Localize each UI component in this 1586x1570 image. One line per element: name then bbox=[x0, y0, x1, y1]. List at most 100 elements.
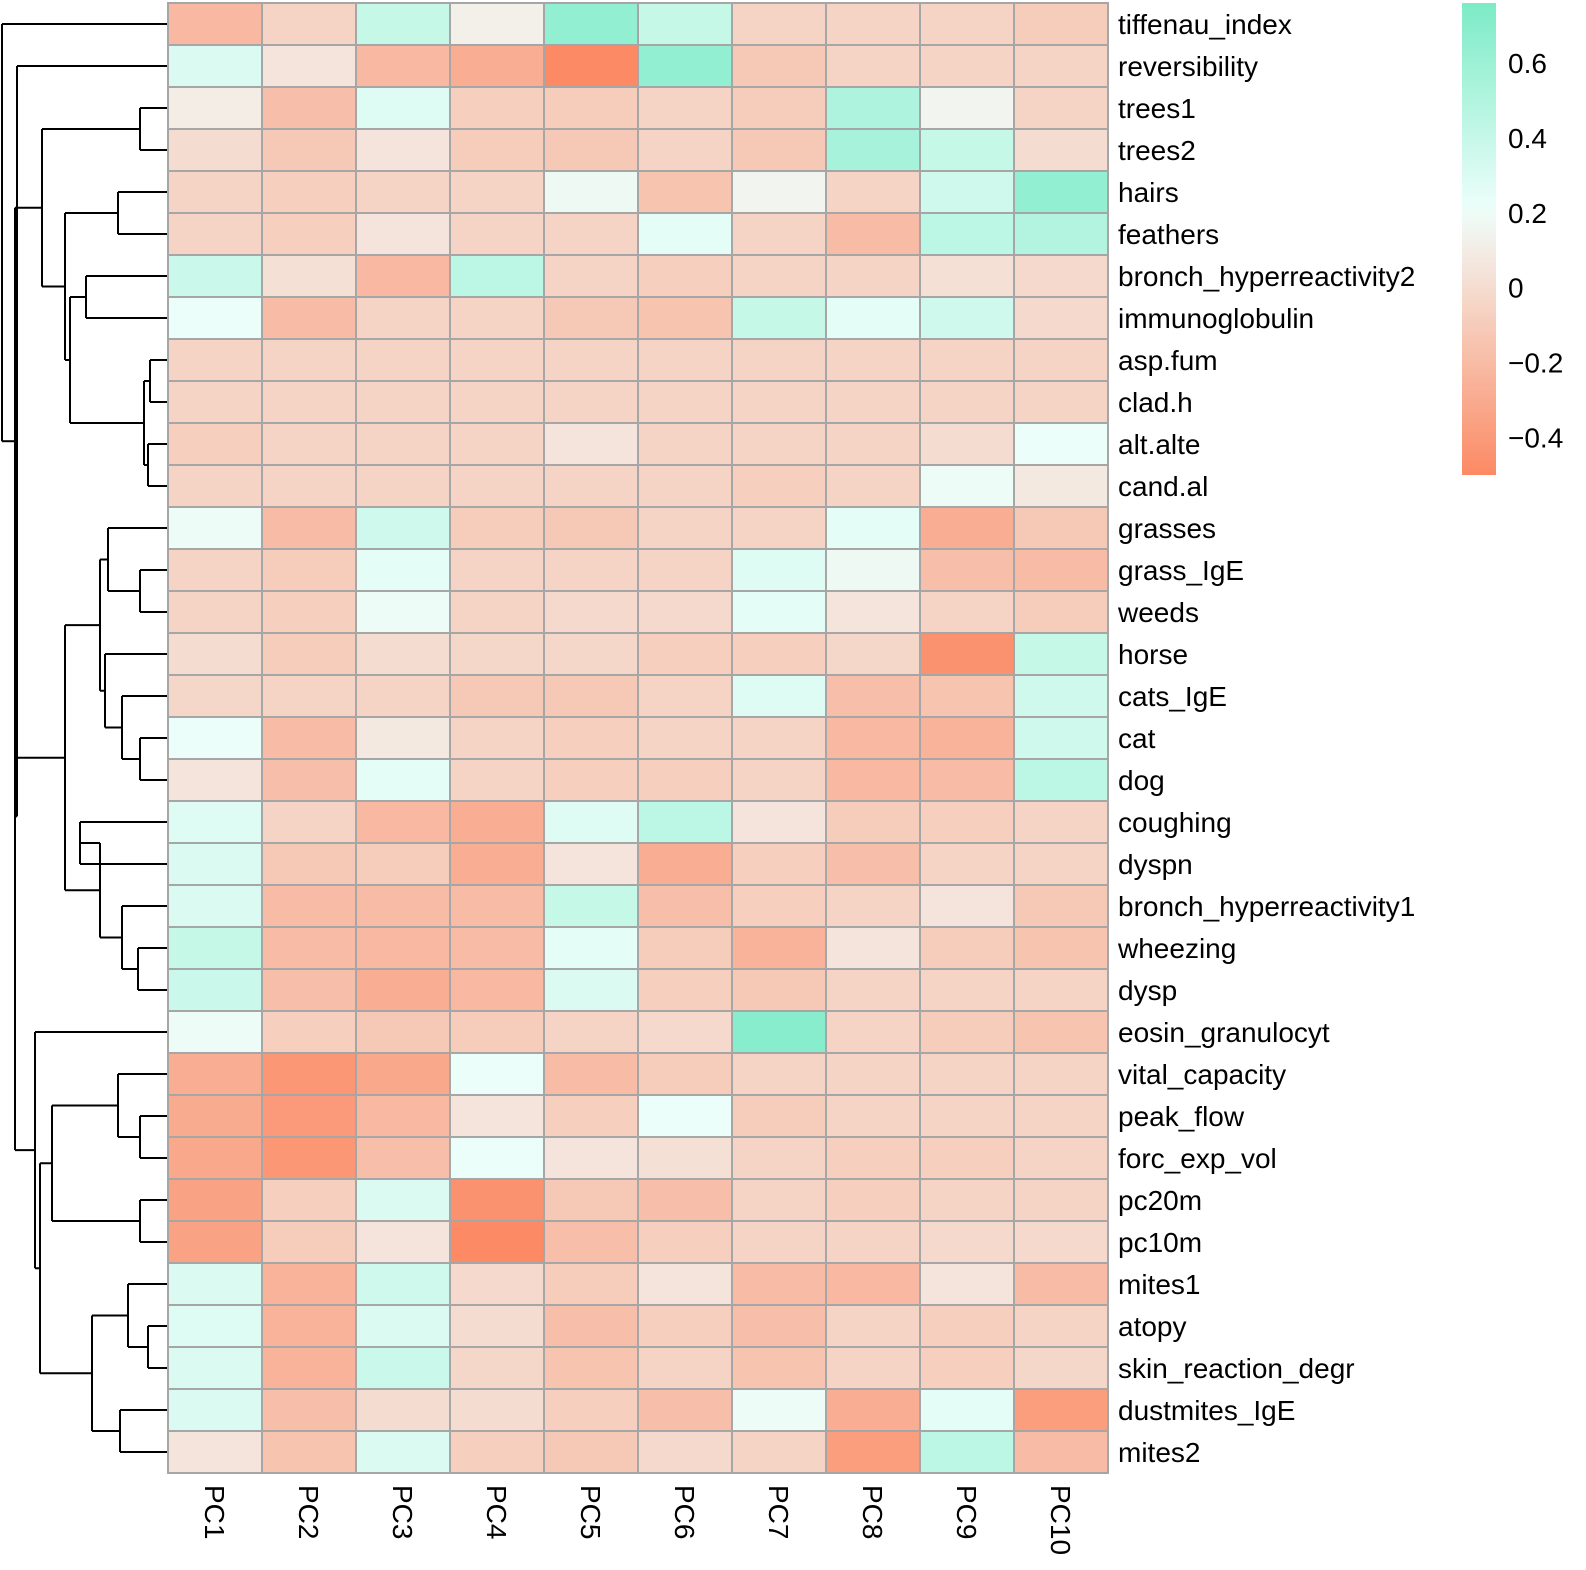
heatmap-cell bbox=[543, 128, 639, 172]
heatmap-cell bbox=[731, 716, 827, 760]
column-label: PC9 bbox=[951, 1485, 982, 1539]
row-label: mites1 bbox=[1118, 1269, 1200, 1300]
heatmap-cell bbox=[731, 464, 827, 508]
heatmap-cell bbox=[919, 926, 1015, 970]
heatmap-cell bbox=[543, 1346, 639, 1390]
heatmap-cell bbox=[355, 1262, 451, 1306]
heatmap-cell bbox=[637, 548, 733, 592]
heatmap-cell bbox=[167, 800, 263, 844]
row-label: weeds bbox=[1117, 597, 1199, 628]
row-dendrogram bbox=[1, 23, 168, 1453]
heatmap-cell bbox=[261, 1136, 357, 1180]
heatmap-cell bbox=[1013, 128, 1109, 172]
column-label: PC8 bbox=[857, 1485, 888, 1539]
heatmap-cell bbox=[167, 842, 263, 886]
heatmap-cell bbox=[919, 380, 1015, 424]
heatmap-cell bbox=[637, 506, 733, 550]
heatmap-cell bbox=[167, 86, 263, 130]
heatmap-cell bbox=[637, 1094, 733, 1138]
heatmap-cell bbox=[1013, 1388, 1109, 1432]
heatmap-cell bbox=[261, 842, 357, 886]
heatmap-cell bbox=[543, 716, 639, 760]
row-label: reversibility bbox=[1118, 51, 1258, 82]
heatmap-cell bbox=[731, 1304, 827, 1348]
heatmap-cell bbox=[355, 2, 451, 46]
heatmap-cell bbox=[1013, 1094, 1109, 1138]
heatmap-cell bbox=[167, 1388, 263, 1432]
heatmap-cell bbox=[825, 86, 921, 130]
heatmap-cell bbox=[261, 44, 357, 88]
heatmap-cell bbox=[1013, 968, 1109, 1012]
heatmap-cell bbox=[1013, 422, 1109, 466]
row-label: bronch_hyperreactivity1 bbox=[1118, 891, 1415, 922]
heatmap-cell bbox=[731, 506, 827, 550]
heatmap-cell bbox=[1013, 842, 1109, 886]
row-label: dyspn bbox=[1118, 849, 1193, 880]
heatmap-cell bbox=[449, 1010, 545, 1054]
heatmap-cell bbox=[355, 632, 451, 676]
heatmap-cell bbox=[167, 758, 263, 802]
heatmap-cell bbox=[167, 1010, 263, 1054]
heatmap-cell bbox=[637, 422, 733, 466]
heatmap-cell bbox=[261, 338, 357, 382]
heatmap-cell bbox=[637, 464, 733, 508]
heatmap-cell bbox=[637, 842, 733, 886]
heatmap-cell bbox=[449, 968, 545, 1012]
heatmap-cell bbox=[637, 212, 733, 256]
heatmap-cell bbox=[825, 1262, 921, 1306]
heatmap-cell bbox=[261, 968, 357, 1012]
heatmap-cell bbox=[543, 1136, 639, 1180]
heatmap-cell bbox=[355, 212, 451, 256]
row-label: atopy bbox=[1118, 1311, 1187, 1342]
heatmap-cell bbox=[355, 464, 451, 508]
heatmap-cell bbox=[637, 716, 733, 760]
heatmap-cell bbox=[261, 506, 357, 550]
heatmap-cell bbox=[543, 254, 639, 298]
heatmap-cell bbox=[167, 1304, 263, 1348]
row-label: feathers bbox=[1118, 219, 1219, 250]
heatmap-cell bbox=[919, 1388, 1015, 1432]
heatmap-cell bbox=[449, 44, 545, 88]
heatmap-cell bbox=[261, 1220, 357, 1264]
heatmap-cell bbox=[261, 1304, 357, 1348]
heatmap-cell bbox=[825, 1220, 921, 1264]
heatmap-cell bbox=[637, 44, 733, 88]
heatmap-cell bbox=[449, 1094, 545, 1138]
heatmap-cell bbox=[449, 212, 545, 256]
heatmap-cell bbox=[825, 1052, 921, 1096]
heatmap-cell bbox=[449, 1220, 545, 1264]
heatmap-cell bbox=[637, 2, 733, 46]
heatmap-cell bbox=[449, 1346, 545, 1390]
heatmap-cell bbox=[825, 254, 921, 298]
heatmap-cell bbox=[1013, 800, 1109, 844]
row-label: tiffenau_index bbox=[1118, 9, 1292, 40]
heatmap-cell bbox=[543, 842, 639, 886]
heatmap-cell bbox=[261, 1388, 357, 1432]
row-label: mites2 bbox=[1118, 1437, 1200, 1468]
heatmap-cell bbox=[637, 758, 733, 802]
heatmap-cell bbox=[637, 1178, 733, 1222]
heatmap-cell bbox=[1013, 884, 1109, 928]
heatmap-cell bbox=[731, 632, 827, 676]
heatmap-cell bbox=[731, 548, 827, 592]
heatmap-cell bbox=[543, 758, 639, 802]
heatmap-cell bbox=[637, 86, 733, 130]
heatmap-cell bbox=[261, 884, 357, 928]
heatmap-cell bbox=[825, 758, 921, 802]
heatmap-cell bbox=[637, 590, 733, 634]
heatmap-cell bbox=[355, 1178, 451, 1222]
heatmap-cell bbox=[167, 1052, 263, 1096]
colorbar-tick-label: 0 bbox=[1508, 273, 1524, 304]
heatmap-cell bbox=[1013, 590, 1109, 634]
heatmap-cell bbox=[919, 464, 1015, 508]
heatmap-cell bbox=[1013, 1136, 1109, 1180]
heatmap-cell bbox=[637, 884, 733, 928]
heatmap-cell bbox=[731, 1430, 827, 1474]
heatmap-cell bbox=[919, 1430, 1015, 1474]
heatmap-cell bbox=[1013, 254, 1109, 298]
heatmap-cell bbox=[825, 464, 921, 508]
heatmap-cell bbox=[1013, 1010, 1109, 1054]
heatmap-cell bbox=[355, 926, 451, 970]
heatmap-cell bbox=[543, 1430, 639, 1474]
column-label: PC5 bbox=[575, 1485, 606, 1539]
